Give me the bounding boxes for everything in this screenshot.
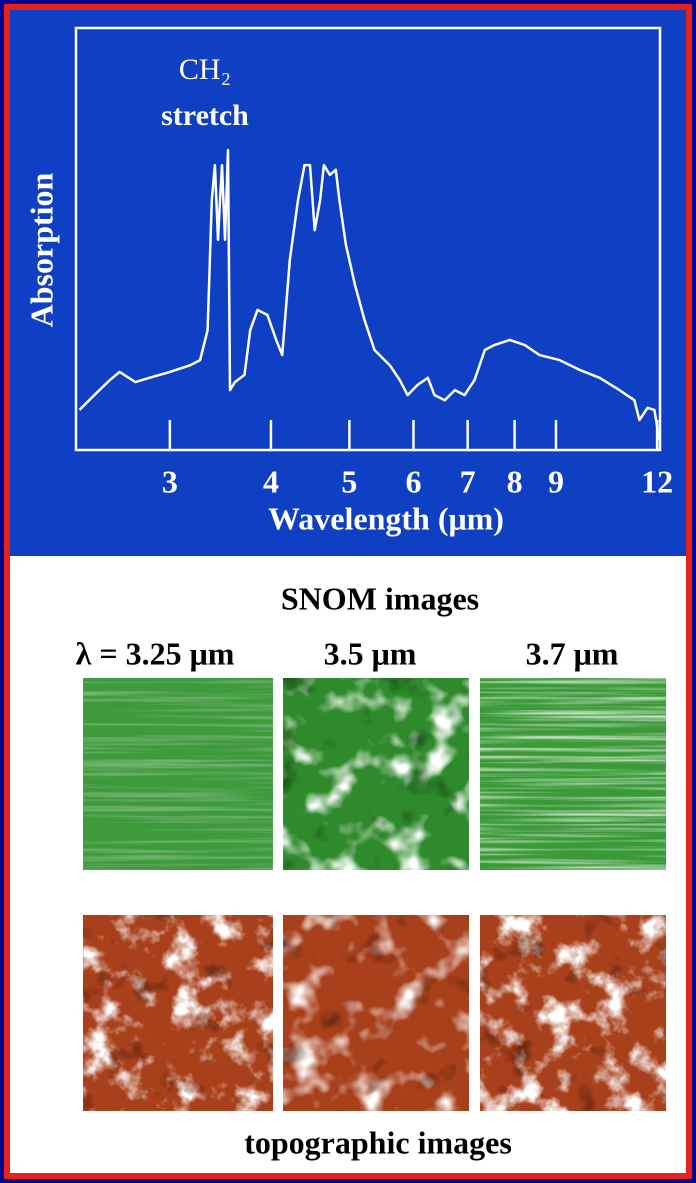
- snom-texture: [283, 678, 469, 870]
- slide: CH₂ stretch Absorption Wavelength (μm) S…: [0, 0, 696, 1183]
- topo-texture: [283, 915, 469, 1111]
- snom-texture: [83, 678, 273, 870]
- image-label: 3.7 μm: [526, 635, 619, 671]
- images-title: SNOM images: [281, 580, 479, 616]
- x-axis-label: Wavelength (μm): [268, 500, 504, 536]
- image-label: λ = 3.25 μm: [76, 635, 235, 671]
- images-caption: topographic images: [244, 1124, 512, 1160]
- y-axis-label: Absorption: [23, 172, 59, 327]
- x-tick-label: 4: [263, 463, 279, 499]
- x-tick-label: 12: [641, 463, 673, 499]
- topo-texture: [480, 915, 666, 1111]
- snom-texture: [480, 678, 666, 870]
- x-tick-label: 9: [548, 463, 564, 499]
- annotation: CH₂: [179, 53, 231, 86]
- image-label: 3.5 μm: [324, 635, 417, 671]
- x-tick-label: 8: [507, 463, 523, 499]
- x-tick-label: 3: [162, 463, 178, 499]
- x-tick-label: 7: [460, 463, 476, 499]
- x-tick-label: 5: [341, 463, 357, 499]
- topo-texture: [83, 915, 273, 1111]
- x-tick-label: 6: [405, 463, 421, 499]
- annotation: stretch: [161, 99, 249, 132]
